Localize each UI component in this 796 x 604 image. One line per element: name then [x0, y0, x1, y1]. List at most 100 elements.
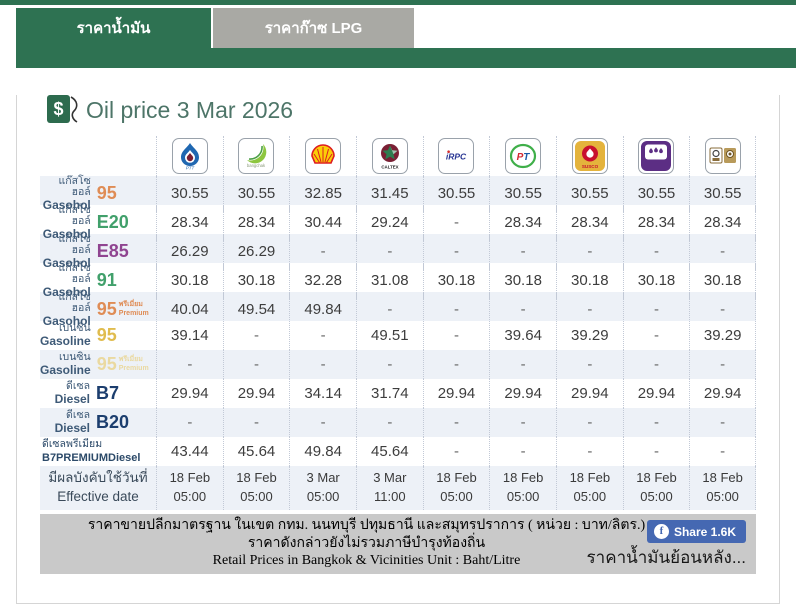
effective-date-cell: 18 Feb 05:00 [222, 466, 290, 510]
effective-date-label: มีผลบังคับใช้วันที่ Effective date [48, 470, 148, 504]
fuel-label: เบนซิน Gasoline 95 พรีเมี่ยม Premium [40, 351, 149, 377]
price-cell: - [622, 350, 690, 379]
price-cell: - [222, 350, 290, 379]
table-row: แก๊สโซฮอล์ Gasohol E85 26.29 26.29- - - - - - - [40, 233, 756, 270]
price-cell: 29.94 [622, 379, 690, 408]
price-cell: 30.18 [489, 263, 556, 299]
footer-note: ราคาขายปลีกมาตรฐาน ในเขต กทม. นนทบุรี ปท… [40, 514, 756, 574]
effective-date-cell: 18 Feb 05:00 [156, 466, 223, 510]
tab-bar: ราคาน้ำมัน ราคาก๊าซ LPG [16, 8, 796, 48]
footer-disclaimer: ราคาขายปลีกมาตรฐาน ในเขต กทม. นนทบุรี ปท… [44, 517, 689, 570]
price-cell: - [422, 292, 490, 328]
price-cell: 30.18 [555, 263, 623, 299]
brand-logo-susco-dealers [704, 138, 741, 174]
brand-logo-irpc: iRPC [438, 138, 475, 174]
oil-price-widget: $ Oil price 3 Mar 2026 PTT bangchak [16, 95, 780, 604]
price-cell: - [689, 292, 756, 328]
svg-text:bangchak: bangchak [247, 163, 266, 168]
brand-logo-pure [638, 138, 675, 174]
fuel-label: แก๊สโซฮอล์ Gasohol 95 พรีเมี่ยม Premium [42, 291, 149, 328]
price-cell: - [489, 234, 556, 270]
fuel-label: ดีเซล Diesel B7 [54, 380, 120, 406]
brand-logo-ptt: PTT [171, 138, 208, 174]
price-cell: 28.34 [156, 205, 223, 241]
price-cell: 31.45 [355, 176, 423, 212]
price-cell: - [156, 408, 223, 437]
effective-date-cell: 3 Mar 05:00 [289, 466, 356, 510]
price-cell: - [555, 408, 623, 437]
price-rows: แก๊สโซฮอล์ Gasohol 95 30.55 30.55 32.85 31.… [40, 175, 756, 466]
price-cell: 45.64 [355, 437, 423, 466]
price-cell: 30.55 [555, 176, 623, 212]
table-row: แก๊สโซฮอล์ Gasohol 91 30.18 30.18 32.28 31.… [40, 262, 756, 299]
price-cell: - [355, 292, 423, 328]
price-cell: 43.44 [156, 437, 223, 466]
price-history-link[interactable]: ราคาน้ำมันย้อนหลัง... [586, 547, 746, 567]
svg-text:PT: PT [517, 152, 531, 163]
price-cell: - [355, 350, 423, 379]
price-cell: 29.94 [422, 379, 490, 408]
price-cell: 29.94 [689, 379, 756, 408]
price-cell: 30.55 [422, 176, 490, 212]
price-cell: - [422, 321, 490, 350]
price-cell: - [689, 437, 756, 466]
fuel-label: ดีเซลพรีเมียม B7PREMIUMDiesel [42, 437, 141, 465]
price-cell: 29.94 [156, 379, 223, 408]
price-cell: 26.29 [156, 234, 223, 270]
facebook-share-button[interactable]: f Share 1.6K [646, 520, 746, 543]
price-cell: 39.64 [489, 321, 556, 350]
price-cell: - [222, 408, 290, 437]
price-cell: - [289, 321, 356, 350]
price-cell: 30.55 [222, 176, 290, 212]
price-cell: - [289, 408, 356, 437]
price-cell: - [689, 234, 756, 270]
price-cell: - [355, 408, 423, 437]
footer-line2: ราคาดังกล่าวยังไม่รวมภาษีบำรุงท้องถิ่น [247, 535, 486, 551]
price-cell: 32.28 [289, 263, 356, 299]
price-cell: - [289, 234, 356, 270]
table-row: ดีเซล Diesel B20 --------- [40, 408, 756, 437]
price-cell: - [622, 234, 690, 270]
price-cell: - [689, 408, 756, 437]
price-cell: 30.55 [689, 176, 756, 212]
brand-header-row: PTT bangchak [40, 136, 756, 176]
price-cell: 49.84 [289, 292, 356, 328]
brand-logo-caltex: CALTEX [371, 138, 408, 174]
price-cell: - [156, 350, 223, 379]
effective-date-cell: 18 Feb 05:00 [555, 466, 623, 510]
price-cell: 30.18 [156, 263, 223, 299]
price-cell: 26.29 [222, 234, 290, 270]
svg-text:SUSCO: SUSCO [582, 164, 599, 169]
fuel-label: ดีเซล Diesel B20 [54, 409, 130, 435]
tab-oil-price[interactable]: ราคาน้ำมัน [16, 8, 211, 48]
fuel-label: แก๊สโซฮอล์ Gasohol 91 [42, 262, 117, 299]
effective-date-cell: 18 Feb 05:00 [622, 466, 690, 510]
fuel-label: แก๊สโซฮอล์ Gasohol E20 [42, 204, 129, 241]
price-cell: - [555, 234, 623, 270]
price-cell: 39.14 [156, 321, 223, 350]
price-cell: - [422, 350, 490, 379]
price-cell: - [489, 408, 556, 437]
svg-text:PTT: PTT [186, 166, 196, 171]
price-cell: 29.94 [489, 379, 556, 408]
price-cell: - [422, 205, 490, 241]
price-cell: 40.04 [156, 292, 223, 328]
price-cell: - [222, 321, 290, 350]
fuel-label: เบนซิน Gasoline 95 [40, 322, 117, 348]
fuel-label: แก๊สโซฮอล์ Gasohol 95 [42, 175, 117, 212]
effective-row: มีผลบังคับใช้วันที่ Effective date 18 Fe… [40, 466, 756, 510]
table-row: แก๊สโซฮอล์ Gasohol 95 พรีเมี่ยม Premium 40… [40, 291, 756, 328]
price-cell: - [622, 408, 690, 437]
effective-date-cell: 18 Feb 05:00 [422, 466, 490, 510]
price-cell: - [355, 234, 423, 270]
price-cell: 30.18 [422, 263, 490, 299]
price-cell: - [555, 292, 623, 328]
tab-lpg-price[interactable]: ราคาก๊าซ LPG [213, 8, 414, 48]
effective-date-cell: 18 Feb 05:00 [489, 466, 556, 510]
price-cell: 30.55 [489, 176, 556, 212]
price-cell: 49.84 [289, 437, 356, 466]
footer-line1: ราคาขายปลีกมาตรฐาน ในเขต กทม. นนทบุรี ปท… [87, 518, 646, 533]
price-cell: 31.74 [355, 379, 423, 408]
price-cell: - [622, 292, 690, 328]
price-cell: - [489, 437, 556, 466]
